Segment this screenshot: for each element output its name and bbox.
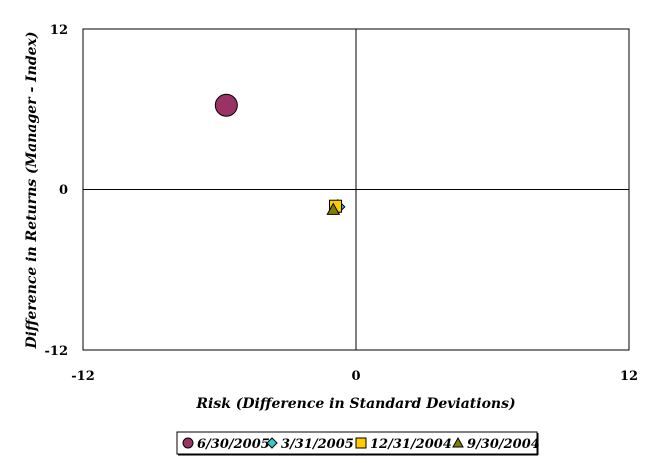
legend-label: 12/31/2004	[370, 437, 452, 452]
legend-label: 3/31/2005	[281, 437, 354, 452]
legend-marker	[355, 437, 367, 449]
y-tick-label: 0	[59, 183, 68, 198]
data-point	[214, 93, 238, 117]
x-tick-label: 0	[351, 369, 360, 384]
y-axis-title: Difference in Returns (Manager - Index)	[24, 31, 40, 349]
x-axis-title: Risk (Difference in Standard Deviations)	[195, 396, 515, 412]
data-point	[326, 202, 341, 215]
legend-marker	[452, 436, 464, 448]
legend-label: 6/30/2005	[197, 437, 270, 452]
y-tick-label: 12	[50, 23, 68, 38]
legend-marker	[266, 437, 278, 449]
x-tick-label: -12	[71, 369, 95, 384]
legend: 6/30/2005 3/31/2005 12/31/2004 9/30/2004	[182, 436, 540, 452]
y-tick-label: -12	[45, 344, 69, 359]
legend-marker	[182, 437, 194, 449]
data-points	[214, 93, 346, 215]
legend-label: 9/30/2004	[467, 437, 540, 452]
x-tick-label: 12	[620, 369, 638, 384]
